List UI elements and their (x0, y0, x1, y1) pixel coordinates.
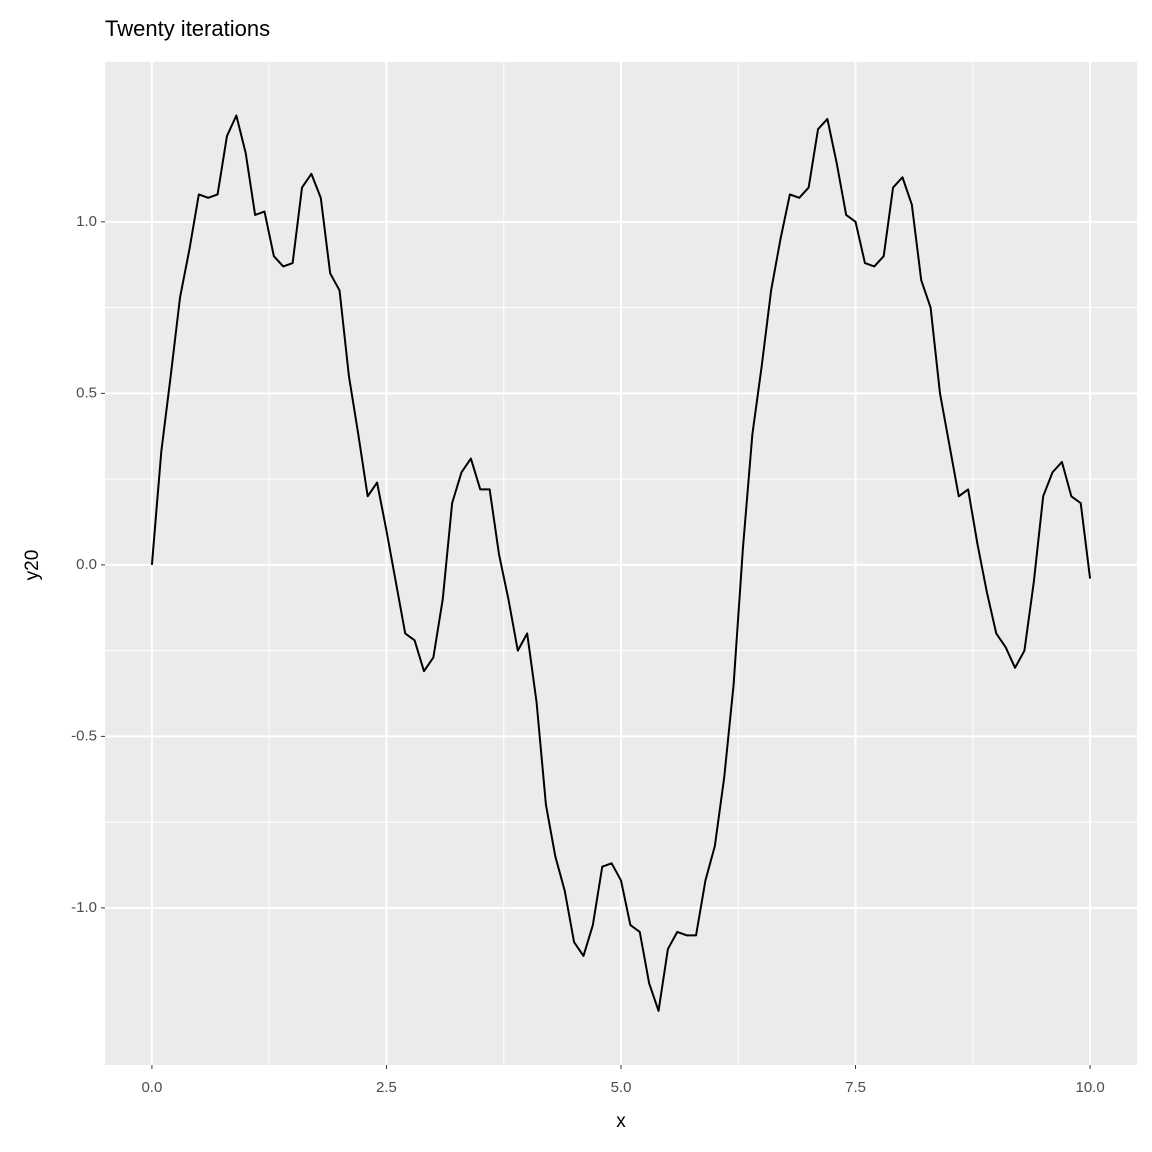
x-tick-label: 7.5 (845, 1079, 866, 1096)
y-axis-title: y20 (22, 550, 43, 581)
y-tick-label: 0.5 (76, 384, 97, 401)
chart-title: Twenty iterations (105, 16, 270, 41)
y-tick-label: 1.0 (76, 213, 97, 230)
y-tick-label: 0.0 (76, 556, 97, 573)
x-axis-title: x (616, 1111, 626, 1132)
x-tick-label: 0.0 (141, 1079, 162, 1096)
y-tick-label: -0.5 (71, 727, 97, 744)
x-tick-label: 10.0 (1075, 1079, 1104, 1096)
x-tick-label: 5.0 (611, 1079, 632, 1096)
line (150, 114, 1092, 1012)
x-tick-label: 2.5 (376, 1079, 397, 1096)
y-tick-label: -1.0 (71, 899, 97, 916)
